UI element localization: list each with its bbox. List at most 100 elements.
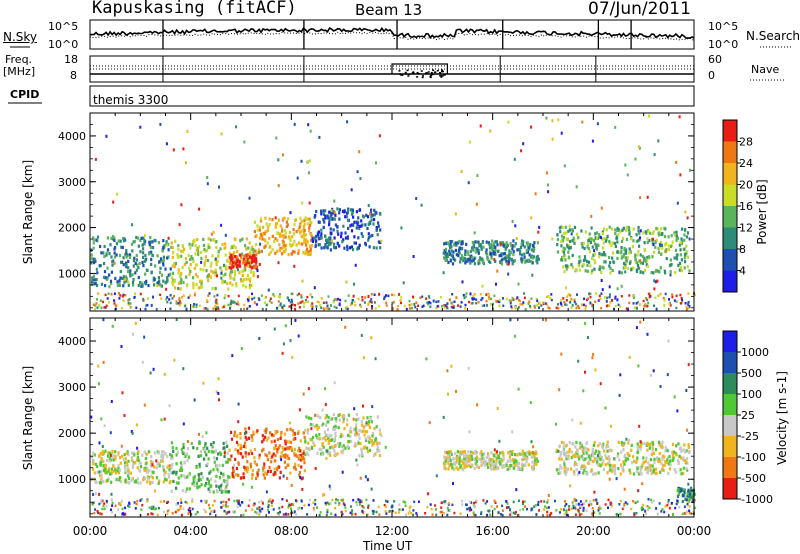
- power-clutter: [222, 305, 225, 309]
- power-clutter: [387, 294, 390, 298]
- velocity-pixel: [614, 472, 617, 476]
- power-pixel: [198, 279, 202, 283]
- power-pixel: [246, 273, 249, 277]
- velocity-pixel: [100, 469, 103, 473]
- velocity-pixel: [335, 417, 338, 421]
- velocity-clutter: [607, 498, 610, 502]
- velocity-pixel: [221, 482, 224, 486]
- power-clutter: [178, 303, 181, 307]
- power-clutter: [325, 307, 328, 310]
- power-pixel: [479, 243, 482, 247]
- power-scatter: [180, 203, 183, 207]
- power-pixel: [558, 226, 561, 230]
- power-clutter: [584, 304, 587, 308]
- power-pixel: [203, 263, 206, 268]
- velocity-pixel: [668, 455, 671, 459]
- power-pixel: [150, 240, 153, 244]
- power-clutter: [269, 297, 272, 300]
- velocity-clutter: [686, 503, 689, 506]
- velocity-clutter: [465, 503, 468, 507]
- power-clutter: [106, 297, 109, 300]
- power-pixel: [189, 246, 192, 250]
- power-scatter: [300, 159, 303, 163]
- nave-dot: [416, 76, 419, 78]
- velocity-scatter: [384, 445, 387, 449]
- velocity-pixel: [606, 462, 610, 466]
- velocity-clutter: [328, 502, 330, 506]
- velocity-pixel: [310, 417, 313, 421]
- power-pixel: [245, 237, 248, 241]
- velocity-scatter: [152, 367, 155, 371]
- velocity-pixel: [373, 441, 376, 445]
- power-scatter: [499, 242, 502, 246]
- velocity-clutter: [486, 513, 489, 517]
- velocity-scatter: [545, 318, 547, 322]
- velocity-clutter: [136, 499, 139, 503]
- velocity-pixel: [636, 450, 640, 454]
- power-pixel: [629, 250, 632, 254]
- power-scatter: [354, 263, 357, 267]
- power-scatter: [639, 236, 641, 240]
- velocity-pixel: [119, 456, 122, 460]
- velocity-scatter: [637, 489, 640, 493]
- velocity-pixel: [180, 474, 183, 478]
- power-pixel: [636, 261, 639, 265]
- power-pixel: [93, 282, 96, 286]
- velocity-scatter: [355, 423, 358, 427]
- velocity-pixel: [580, 444, 584, 448]
- power-pixel: [144, 253, 147, 258]
- power-pixel: [106, 248, 110, 252]
- power-pixel: [449, 242, 452, 246]
- power-pixel: [608, 225, 611, 229]
- velocity-clutter: [413, 500, 416, 504]
- velocity-pixel: [208, 471, 211, 475]
- power-pixel: [294, 218, 298, 222]
- velocity-pixel: [246, 460, 249, 464]
- velocity-clutter: [111, 511, 114, 514]
- power-scatter: [209, 238, 212, 242]
- velocity-pixel: [347, 446, 350, 450]
- power-clutter: [550, 298, 553, 302]
- power-pixel: [249, 252, 252, 256]
- time-axis-label: Time UT: [363, 539, 413, 553]
- velocity-pixel: [110, 467, 113, 471]
- velocity-pixel: [563, 462, 566, 466]
- power-pixel: [261, 237, 264, 241]
- power-pixel: [230, 266, 233, 270]
- velocity-pixel: [283, 460, 286, 464]
- power-clutter: [591, 304, 594, 308]
- velocity-pixel: [267, 436, 270, 440]
- velocity-pixel: [244, 427, 247, 431]
- velocity-pixel: [682, 471, 685, 475]
- power-pixel: [466, 257, 469, 262]
- velocity-pixel: [461, 450, 464, 454]
- velocity-pixel: [664, 449, 667, 453]
- power-pixel: [173, 262, 176, 266]
- velocity-pixel: [200, 454, 203, 458]
- velocity-pixel: [370, 439, 373, 443]
- velocity-clutter: [236, 505, 239, 509]
- velocity-clutter: [100, 501, 103, 504]
- velocity-pixel: [587, 461, 590, 465]
- power-pixel: [252, 273, 255, 278]
- power-clutter: [385, 301, 388, 305]
- velocity-clutter: [256, 512, 259, 515]
- power-pixel: [455, 253, 458, 257]
- power-pixel: [91, 278, 94, 282]
- velocity-clutter: [175, 503, 178, 506]
- velocity-pixel: [363, 433, 366, 437]
- power-pixel: [192, 281, 195, 285]
- power-pixel: [338, 208, 341, 212]
- velocity-clutter: [486, 500, 489, 503]
- velocity-clutter: [378, 513, 381, 516]
- velocity-scatter: [380, 434, 383, 438]
- velocity-clutter: [693, 506, 696, 510]
- power-scatter: [601, 288, 604, 292]
- power-pixel: [502, 244, 505, 248]
- power-pixel: [317, 233, 320, 237]
- power-pixel: [144, 272, 147, 276]
- velocity-pixel: [310, 445, 313, 449]
- velocity-pixel: [532, 465, 535, 469]
- velocity-clutter: [402, 500, 405, 503]
- velocity-pixel: [641, 463, 644, 467]
